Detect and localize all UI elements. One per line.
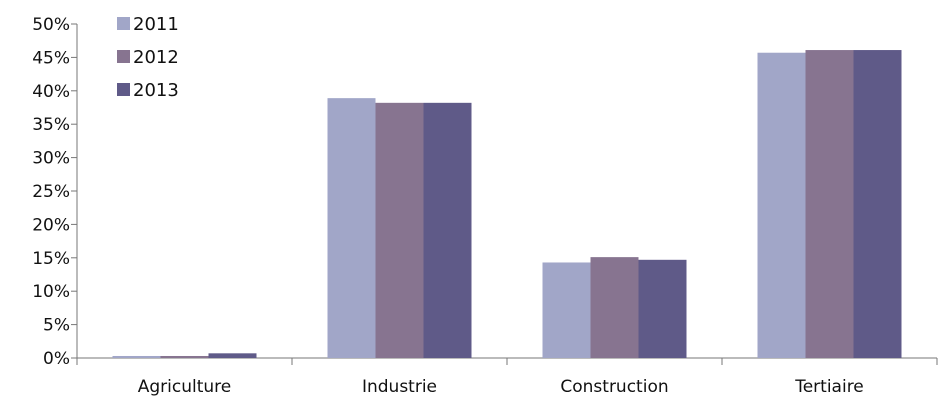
- bar: [853, 50, 902, 358]
- bar: [638, 259, 687, 358]
- legend-label: 2011: [133, 14, 179, 35]
- bar: [160, 355, 209, 358]
- bar: [423, 102, 472, 358]
- y-axis-ticks: 0% 5% 10% 15% 20% 25% 30% 35% 40% 45% 50%: [32, 15, 77, 369]
- y-tick-label: 30%: [32, 149, 70, 169]
- legend-label: 2012: [133, 47, 179, 68]
- x-category-label: Tertiaire: [794, 377, 864, 397]
- bar: [208, 353, 257, 358]
- y-tick-label: 0%: [43, 349, 70, 369]
- bar: [327, 98, 376, 358]
- y-tick-label: 50%: [32, 15, 70, 35]
- legend-label: 2013: [133, 80, 179, 101]
- y-tick-label: 15%: [32, 249, 70, 269]
- bar: [542, 262, 591, 358]
- x-category-label: Agriculture: [138, 377, 232, 397]
- y-tick-label: 35%: [32, 115, 70, 135]
- bar: [805, 50, 854, 358]
- y-tick-label: 20%: [32, 215, 70, 235]
- bar: [757, 52, 806, 358]
- bar: [590, 257, 639, 358]
- bar: [112, 355, 161, 358]
- y-tick-label: 25%: [32, 182, 70, 202]
- y-tick-label: 40%: [32, 82, 70, 102]
- x-axis-categories: Agriculture Industrie Construction Tertiair…: [138, 377, 864, 397]
- x-category-label: Construction: [560, 377, 668, 397]
- chart-bars: [112, 50, 902, 358]
- legend-swatch: [117, 83, 130, 96]
- x-category-label: Industrie: [362, 377, 437, 397]
- y-tick-label: 5%: [43, 316, 70, 336]
- legend-swatch: [117, 17, 130, 30]
- y-tick-label: 45%: [32, 48, 70, 68]
- y-tick-label: 10%: [32, 282, 70, 302]
- legend: 2011 2012 2013: [117, 14, 179, 101]
- legend-swatch: [117, 50, 130, 63]
- bar: [375, 102, 424, 358]
